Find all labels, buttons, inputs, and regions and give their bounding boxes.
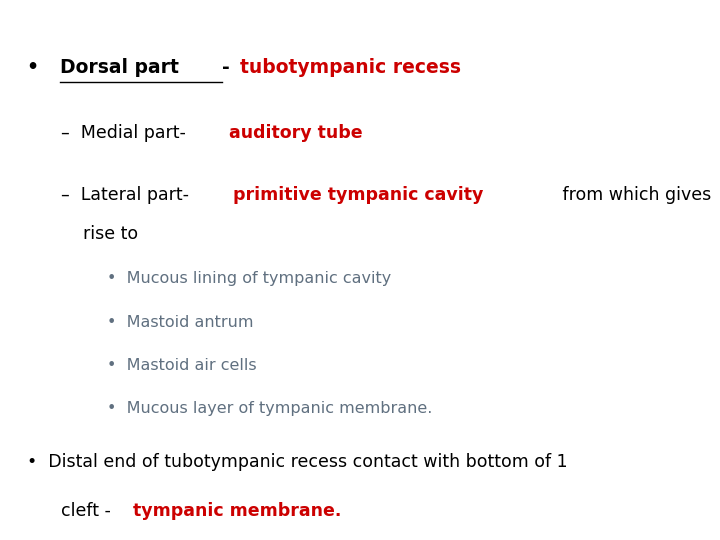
Text: –  Lateral part-: – Lateral part- bbox=[61, 186, 194, 204]
Text: primitive tympanic cavity: primitive tympanic cavity bbox=[233, 186, 484, 204]
Text: •  Mastoid antrum: • Mastoid antrum bbox=[107, 315, 253, 330]
Text: –  Medial part-: – Medial part- bbox=[61, 124, 192, 141]
Text: auditory tube: auditory tube bbox=[230, 124, 363, 141]
Text: cleft -: cleft - bbox=[61, 502, 117, 519]
Text: •: • bbox=[27, 58, 53, 77]
Text: •  Mucous layer of tympanic membrane.: • Mucous layer of tympanic membrane. bbox=[107, 401, 432, 416]
Text: •  Mucous lining of tympanic cavity: • Mucous lining of tympanic cavity bbox=[107, 272, 391, 287]
Text: •  Mastoid air cells: • Mastoid air cells bbox=[107, 358, 256, 373]
Text: -: - bbox=[222, 58, 236, 77]
Text: rise to: rise to bbox=[83, 225, 138, 242]
Text: tympanic membrane.: tympanic membrane. bbox=[132, 502, 341, 519]
Text: from which gives: from which gives bbox=[557, 186, 711, 204]
Text: Dorsal part: Dorsal part bbox=[60, 58, 185, 77]
Text: •  Distal end of tubotympanic recess contact with bottom of 1: • Distal end of tubotympanic recess cont… bbox=[27, 453, 568, 471]
Text: tubotympanic recess: tubotympanic recess bbox=[240, 58, 461, 77]
